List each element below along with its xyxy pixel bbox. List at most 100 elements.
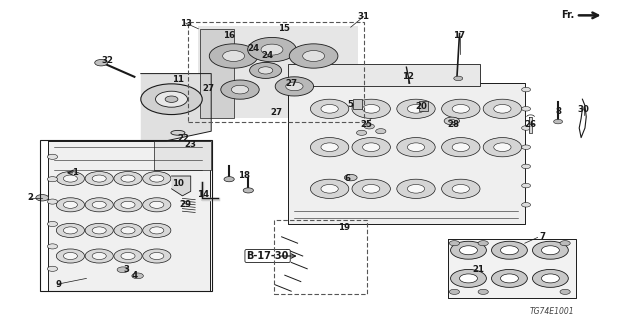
Circle shape bbox=[121, 201, 135, 208]
Circle shape bbox=[449, 241, 460, 246]
Circle shape bbox=[408, 143, 425, 152]
Circle shape bbox=[408, 105, 425, 113]
Circle shape bbox=[397, 179, 435, 198]
Circle shape bbox=[221, 80, 259, 99]
Circle shape bbox=[243, 188, 253, 193]
Text: 19: 19 bbox=[339, 223, 350, 232]
Circle shape bbox=[321, 105, 339, 113]
Text: 28: 28 bbox=[447, 120, 459, 129]
Circle shape bbox=[500, 246, 518, 255]
Text: 18: 18 bbox=[239, 171, 250, 180]
Circle shape bbox=[150, 252, 164, 260]
Circle shape bbox=[444, 117, 460, 125]
Circle shape bbox=[121, 175, 135, 182]
Text: 26: 26 bbox=[524, 120, 536, 129]
Circle shape bbox=[541, 246, 559, 255]
Circle shape bbox=[63, 252, 77, 260]
Circle shape bbox=[522, 87, 531, 92]
Circle shape bbox=[344, 174, 357, 181]
Circle shape bbox=[442, 138, 480, 157]
Circle shape bbox=[114, 198, 142, 212]
Circle shape bbox=[56, 198, 84, 212]
Circle shape bbox=[362, 184, 380, 193]
Text: 32: 32 bbox=[102, 56, 113, 65]
Circle shape bbox=[47, 266, 58, 271]
Circle shape bbox=[478, 241, 488, 246]
Circle shape bbox=[92, 175, 106, 182]
Circle shape bbox=[310, 179, 349, 198]
Polygon shape bbox=[198, 26, 358, 118]
Circle shape bbox=[56, 223, 84, 237]
Circle shape bbox=[224, 177, 234, 182]
Text: 2: 2 bbox=[27, 193, 33, 202]
Circle shape bbox=[454, 76, 463, 81]
Text: 21: 21 bbox=[473, 265, 484, 274]
Text: TG74E1001: TG74E1001 bbox=[529, 307, 574, 316]
Circle shape bbox=[117, 267, 129, 273]
Text: 4: 4 bbox=[131, 271, 138, 280]
Circle shape bbox=[494, 105, 511, 113]
Circle shape bbox=[303, 51, 324, 61]
Text: 23: 23 bbox=[185, 140, 196, 149]
Text: 10: 10 bbox=[172, 179, 184, 188]
Circle shape bbox=[259, 67, 273, 74]
Circle shape bbox=[286, 82, 303, 91]
Circle shape bbox=[554, 119, 563, 124]
Text: 14: 14 bbox=[198, 190, 209, 199]
Circle shape bbox=[452, 105, 470, 113]
Polygon shape bbox=[353, 99, 362, 109]
Circle shape bbox=[56, 249, 84, 263]
Circle shape bbox=[541, 274, 559, 283]
Text: 3: 3 bbox=[124, 265, 130, 274]
Circle shape bbox=[408, 184, 425, 193]
Polygon shape bbox=[154, 141, 211, 170]
Circle shape bbox=[483, 99, 522, 118]
Text: 15: 15 bbox=[278, 24, 290, 33]
Circle shape bbox=[451, 241, 486, 259]
Circle shape bbox=[150, 227, 164, 234]
Circle shape bbox=[289, 44, 338, 68]
Text: 8: 8 bbox=[555, 107, 561, 116]
Circle shape bbox=[275, 77, 314, 96]
Circle shape bbox=[321, 184, 339, 193]
Circle shape bbox=[92, 227, 106, 234]
Circle shape bbox=[121, 252, 135, 260]
Circle shape bbox=[352, 179, 390, 198]
Circle shape bbox=[452, 143, 470, 152]
Circle shape bbox=[460, 274, 477, 283]
Circle shape bbox=[532, 241, 568, 259]
Text: 16: 16 bbox=[223, 31, 235, 40]
Polygon shape bbox=[200, 29, 234, 118]
Circle shape bbox=[165, 96, 178, 102]
Circle shape bbox=[376, 129, 386, 134]
Circle shape bbox=[47, 177, 58, 182]
Circle shape bbox=[121, 227, 135, 234]
Circle shape bbox=[442, 179, 480, 198]
Text: 17: 17 bbox=[454, 31, 465, 40]
Circle shape bbox=[522, 164, 531, 169]
Text: 30: 30 bbox=[578, 105, 589, 114]
Circle shape bbox=[352, 138, 390, 157]
Circle shape bbox=[522, 107, 531, 111]
Circle shape bbox=[483, 138, 522, 157]
Polygon shape bbox=[172, 176, 191, 196]
Text: 25: 25 bbox=[360, 120, 372, 129]
Polygon shape bbox=[288, 83, 525, 224]
Circle shape bbox=[492, 269, 527, 287]
Circle shape bbox=[522, 203, 531, 207]
Circle shape bbox=[362, 105, 380, 113]
Circle shape bbox=[141, 84, 202, 115]
Text: 6: 6 bbox=[344, 174, 351, 183]
Circle shape bbox=[449, 119, 455, 123]
Circle shape bbox=[449, 289, 460, 294]
Text: 29: 29 bbox=[180, 200, 191, 209]
Circle shape bbox=[460, 246, 477, 255]
Circle shape bbox=[150, 201, 164, 208]
Circle shape bbox=[92, 252, 106, 260]
Circle shape bbox=[560, 289, 570, 294]
Text: 24: 24 bbox=[248, 44, 259, 53]
Text: B-17-30: B-17-30 bbox=[246, 251, 289, 261]
Bar bbox=[40, 140, 212, 291]
Polygon shape bbox=[48, 141, 210, 291]
Polygon shape bbox=[141, 74, 211, 141]
